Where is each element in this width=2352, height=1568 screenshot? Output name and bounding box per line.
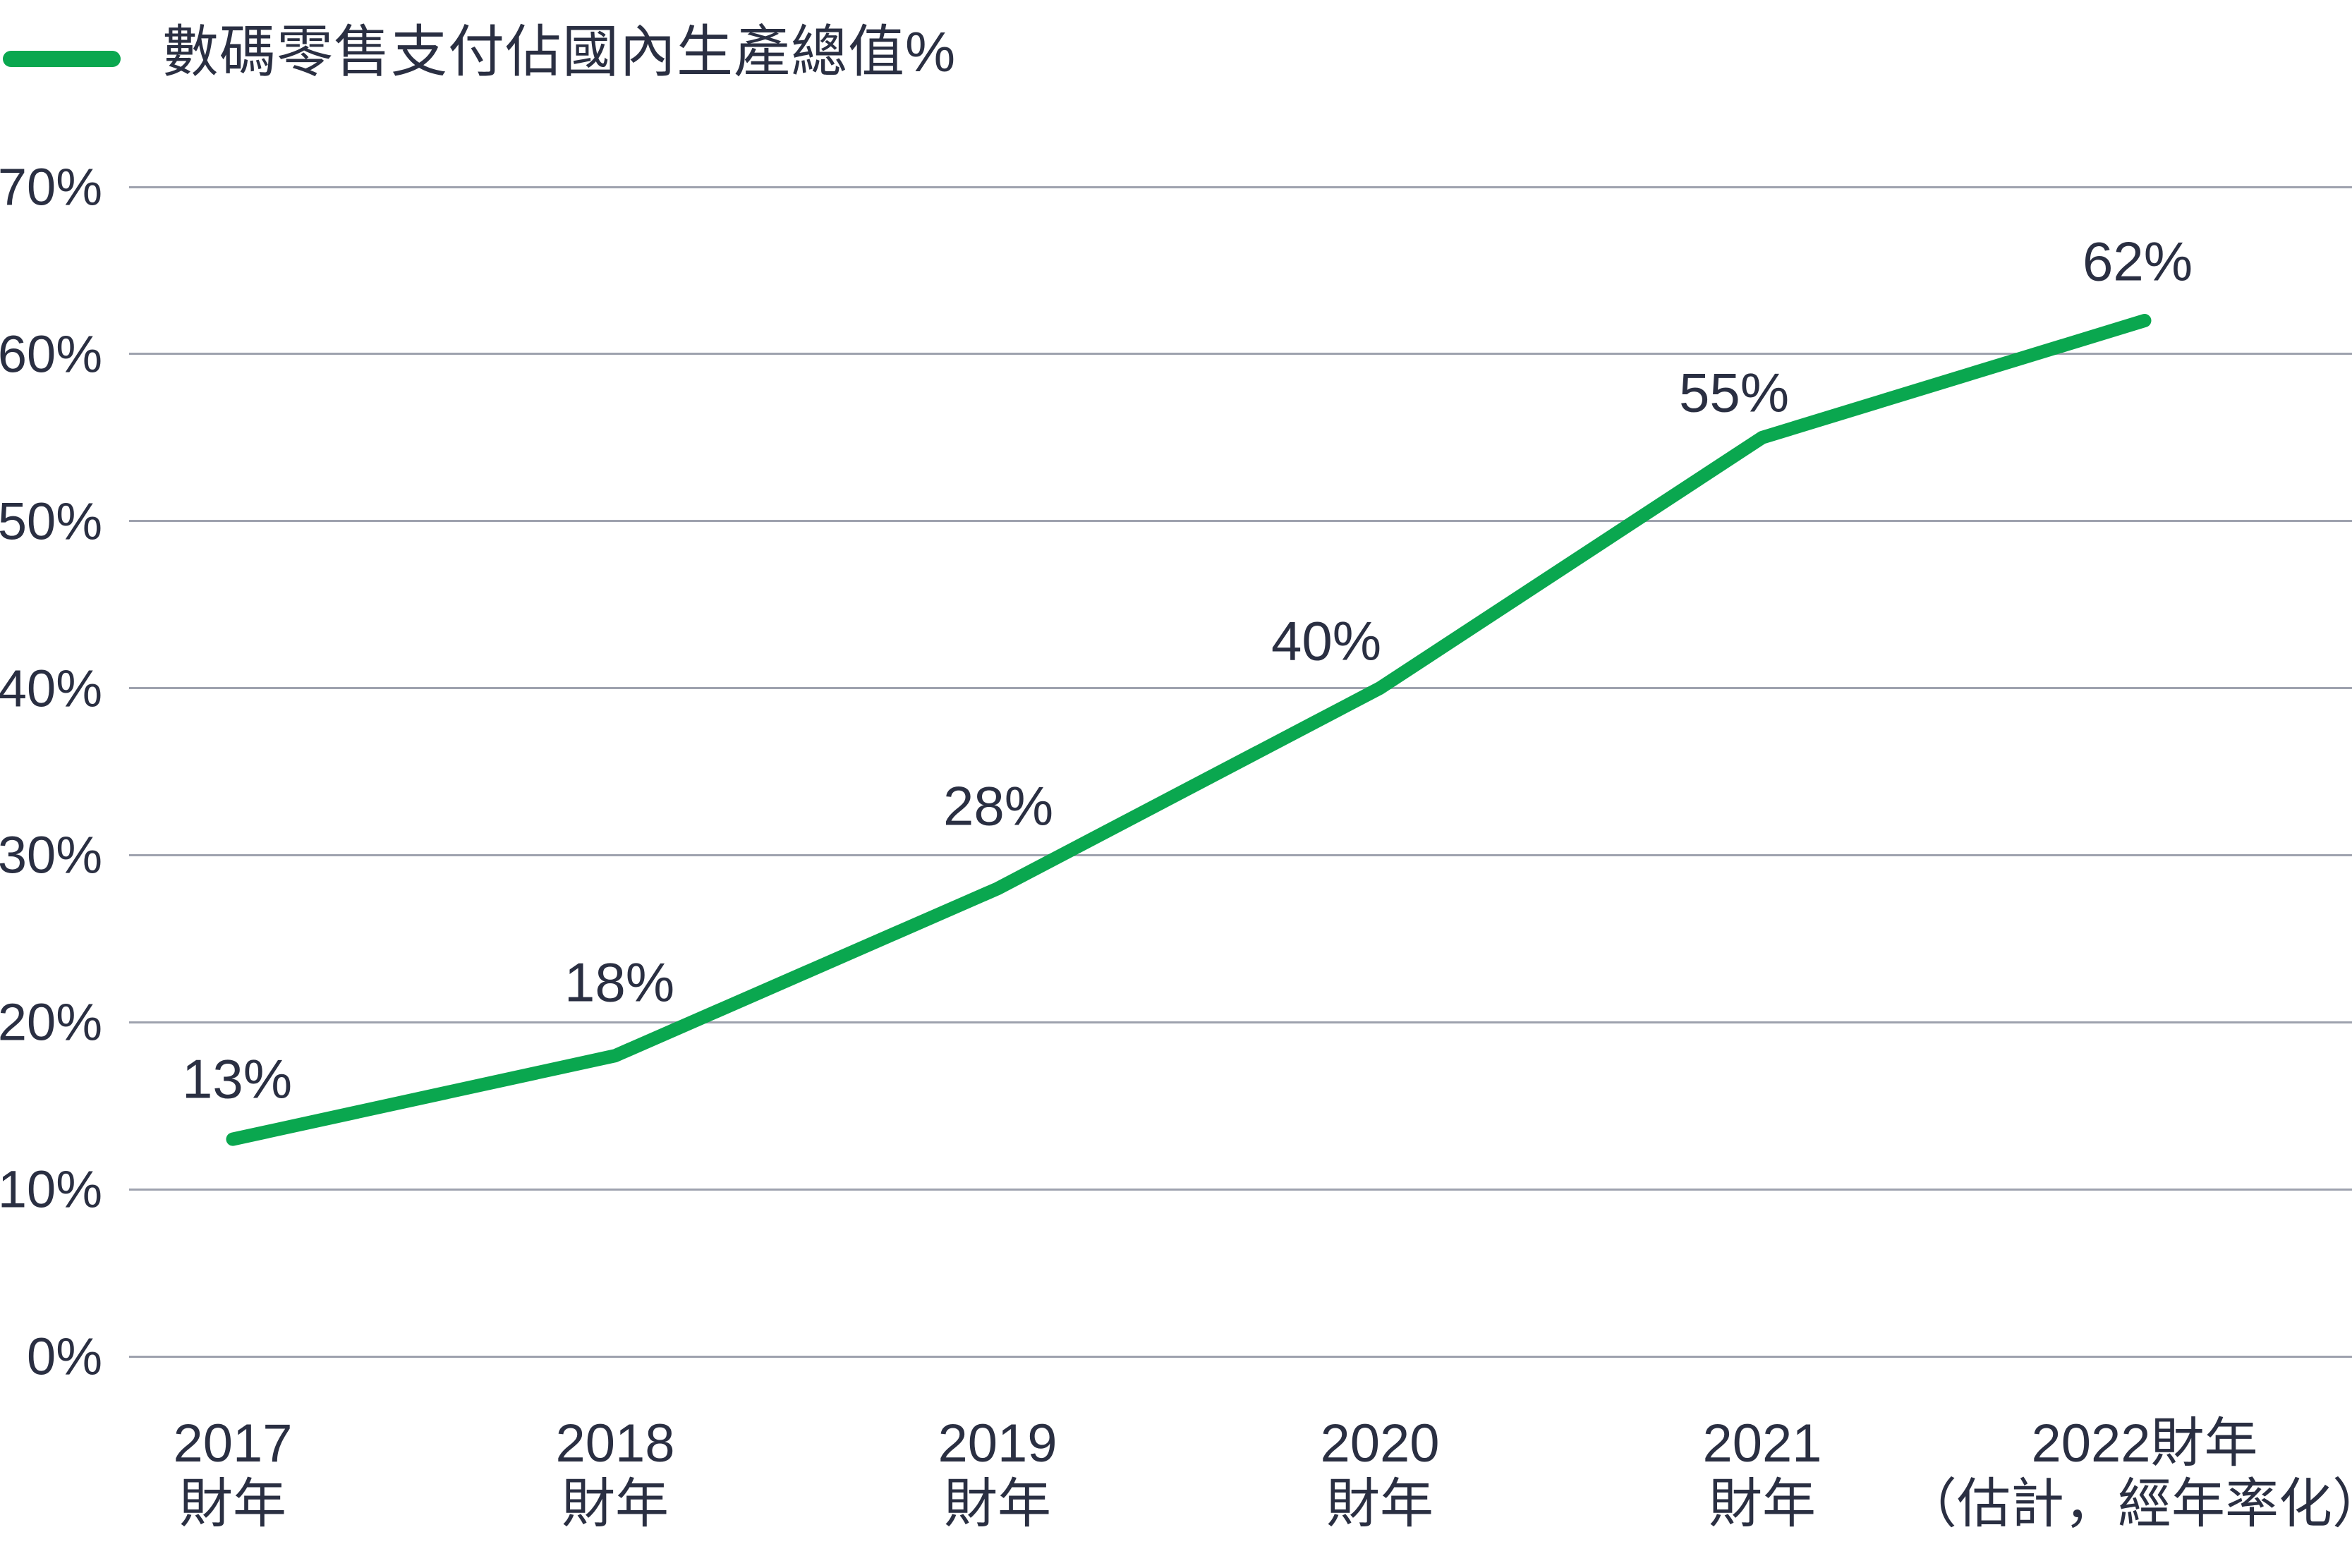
gridline-70 [129,186,2352,188]
x-axis-label-line: （估計，經年率化） [1903,1473,2352,1534]
series-line [226,313,2152,1146]
x-axis-label-line: 財年 [1708,1473,1816,1534]
gridline-10 [129,1188,2352,1191]
data-label-2017: 13% [181,1047,293,1110]
x-axis-label-line: 財年 [178,1473,286,1534]
x-axis-label-2018: 2018 財年 [555,1414,674,1535]
data-label-2020: 40% [1271,609,1382,672]
y-axis-label-20: 20% [0,992,102,1052]
x-axis-label-2022財年: 2022財年 （估計，經年率化） [1903,1414,2352,1535]
x-axis-label-line: 2021 [1702,1414,1822,1473]
x-axis-label-2019: 2019 財年 [938,1414,1057,1535]
gridline-60 [129,353,2352,355]
legend-series-label: 數碼零售支付佔國內生產總值% [162,20,957,83]
legend-item[interactable]: 數碼零售支付佔國內生產總值% [0,0,988,92]
data-label-2021: 55% [1678,361,1790,424]
gridline-20 [129,1021,2352,1023]
y-axis-label-0: 0% [27,1327,102,1386]
x-axis-label-line: 2017 [173,1414,293,1473]
data-label-2019: 28% [942,774,1054,837]
y-axis-label-10: 10% [0,1160,102,1219]
data-label-2018: 18% [564,951,675,1014]
y-axis-label-70: 70% [0,157,102,217]
gridline-40 [129,687,2352,690]
x-axis-label-line: 2018 [555,1414,675,1473]
x-axis-label-2020: 2020 財年 [1320,1414,1439,1535]
x-axis-label-2021: 2021 財年 [1702,1414,1821,1535]
x-axis-label-line: 財年 [561,1473,669,1534]
x-axis-label-line: 2022財年 [2031,1414,2258,1473]
y-axis-label-60: 60% [0,324,102,384]
y-axis-label-50: 50% [0,492,102,551]
gridline-30 [129,853,2352,856]
x-axis-label-2017: 2017 財年 [173,1414,292,1535]
data-label-2022財年: 62% [2082,230,2193,293]
legend-line-marker [3,51,121,67]
gridline-0 [129,1355,2352,1358]
x-axis-label-line: 2019 [938,1414,1057,1473]
x-axis-label-line: 財年 [943,1473,1051,1534]
legend: 數碼零售支付佔國內生產總值% [0,0,2352,92]
y-axis-label-40: 40% [0,659,102,718]
y-axis-label-30: 30% [0,825,102,885]
gridline-50 [129,520,2352,523]
x-axis-label-line: 財年 [1326,1473,1433,1534]
x-axis-label-line: 2020 [1320,1414,1440,1473]
